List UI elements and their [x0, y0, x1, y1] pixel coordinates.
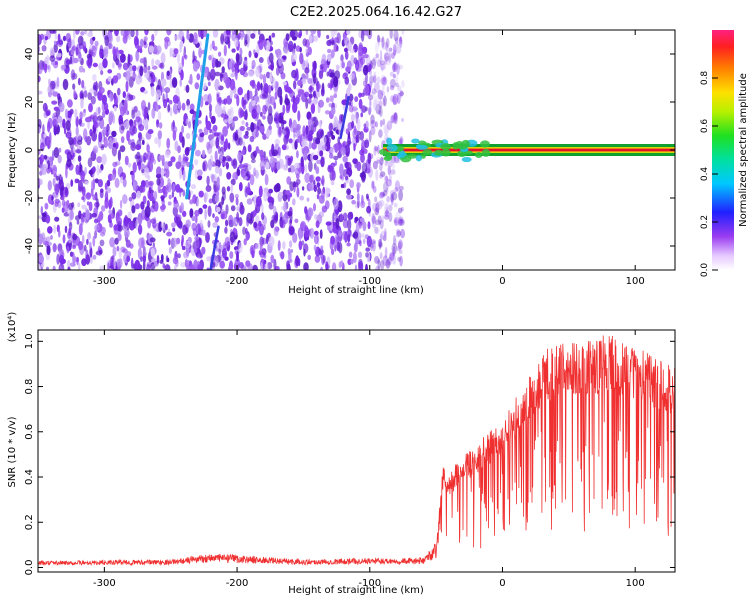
spectrogram-y-label: Frequency (Hz) — [7, 112, 18, 188]
snr-y-tick-5: 1.0 — [24, 333, 35, 349]
snr-x-label: Height of straight line (km) — [288, 585, 424, 596]
spectrogram-y-tick-4: 40 — [24, 48, 35, 61]
colorbar-tick-1: 0.2 — [700, 215, 710, 229]
spectrogram-y-tick-0: -40 — [24, 238, 35, 254]
snr-x-tick-1: -200 — [226, 578, 249, 589]
spectral-feature-1 — [209, 225, 220, 270]
spectrogram-x-label: Height of straight line (km) — [288, 285, 424, 296]
figure-title: C2E2.2025.064.16.42.G27 — [290, 5, 462, 20]
snr-x-tick-2: -100 — [358, 578, 381, 589]
snr-y-tick-1: 0.2 — [24, 514, 35, 530]
snr-x-tick-0: -300 — [93, 578, 116, 589]
spectrogram-y-axis: -40 -20 0 20 40 — [24, 48, 675, 254]
snr-x-tick-3: 0 — [499, 578, 505, 589]
snr-x-tick-4: 100 — [626, 578, 645, 589]
colorbar-gradient — [712, 30, 734, 270]
spectrogram-x-tick-4: 100 — [626, 276, 645, 287]
snr-y-tick-0: 0.0 — [24, 560, 35, 576]
colorbar-tick-0: 0.0 — [700, 263, 710, 278]
spectrogram-x-tick-1: -200 — [226, 276, 249, 287]
snr-y-tick-2: 0.4 — [24, 469, 35, 485]
snr-frame — [37, 329, 676, 573]
spectrogram-y-tick-1: -20 — [24, 190, 35, 206]
snr-y-axis: 0.0 0.2 0.4 0.6 0.8 1.0 — [24, 333, 675, 575]
snr-x-axis: -300 -200 -100 0 100 — [93, 330, 645, 589]
colorbar: 0.0 0.2 0.4 0.6 0.8 Normalized spectral ampl… — [700, 30, 749, 277]
spectrogram-plot-area — [38, 30, 675, 270]
snr-y-tick-4: 0.8 — [24, 379, 35, 395]
spectrogram-x-tick-2: -100 — [358, 276, 381, 287]
colorbar-tick-4: 0.8 — [700, 71, 710, 86]
spectrogram-y-tick-3: 20 — [24, 96, 35, 109]
colorbar-label: Normalized spectral amplitude — [738, 73, 749, 227]
snr-series-line — [38, 335, 675, 567]
spectral-feature-2 — [339, 95, 350, 140]
snr-y-multiplier: (x10⁴) — [7, 312, 18, 343]
snr-y-label: SNR (10 * v/v) — [7, 416, 18, 487]
snr-y-tick-3: 0.6 — [24, 424, 35, 440]
colorbar-tick-3: 0.6 — [700, 119, 710, 134]
spectral-feature-0 — [185, 33, 210, 200]
snr-plot-area — [38, 335, 675, 567]
noise-speckles — [38, 30, 405, 270]
spectrogram-x-tick-3: 0 — [499, 276, 505, 287]
spectrogram-x-axis: -300 -200 -100 0 100 — [93, 30, 645, 287]
snr-panel: -300 -200 -100 0 100 0.0 0.2 0.4 0.6 0.8 1.0 Heig… — [7, 312, 676, 596]
colorbar-ticks: 0.0 0.2 0.4 0.6 0.8 — [700, 71, 718, 278]
colorbar-tick-2: 0.4 — [700, 167, 710, 182]
carrier-band — [379, 137, 675, 163]
spectrogram-y-tick-2: 0 — [24, 147, 35, 153]
spectrogram-x-tick-0: -300 — [93, 276, 116, 287]
